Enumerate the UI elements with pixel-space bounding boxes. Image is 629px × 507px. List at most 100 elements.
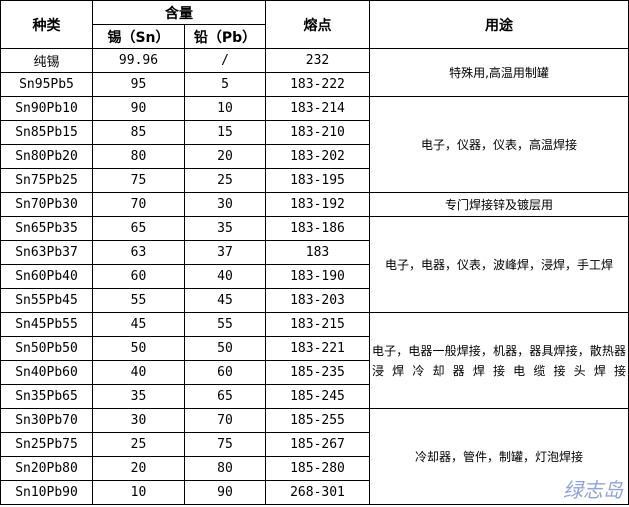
type-cell: Sn70Pb30: [0, 192, 93, 217]
table-row: Sn65Pb35 65 35 183-186 电子，电器，仪表，波峰焊，浸焊，手工焊: [0, 216, 629, 313]
type-cell: Sn30Pb70: [0, 408, 93, 433]
lead-cell: 40: [184, 264, 266, 289]
tin-cell: 20: [92, 456, 185, 481]
table-row: Sn63Pb37 63 37 183: [0, 240, 629, 265]
melting-point-cell: 183-195: [265, 168, 370, 193]
melting-point-cell: 185-235: [265, 360, 370, 385]
header-type: 种类: [0, 0, 93, 49]
melting-point-cell: 232: [265, 48, 370, 73]
tin-cell: 70: [92, 192, 185, 217]
lead-cell: 75: [184, 432, 266, 457]
lead-cell: 45: [184, 288, 266, 313]
melting-point-cell: 183-192: [265, 192, 370, 217]
melting-point-cell: 183-203: [265, 288, 370, 313]
melting-point-cell: 183-190: [265, 264, 370, 289]
melting-point-cell: 185-255: [265, 408, 370, 433]
type-cell: Sn45Pb55: [0, 312, 93, 337]
tin-cell: 40: [92, 360, 185, 385]
header-content: 含量: [92, 0, 266, 25]
melting-point-cell: 183-215: [265, 312, 370, 337]
melting-point-cell: 183-186: [265, 216, 370, 241]
tin-cell: 50: [92, 336, 185, 361]
tin-cell: 80: [92, 144, 185, 169]
type-cell: Sn90Pb10: [0, 96, 93, 121]
type-cell: Sn20Pb80: [0, 456, 93, 481]
melting-point-cell: 183-210: [265, 120, 370, 145]
melting-point-cell: 185-245: [265, 384, 370, 409]
tin-cell: 90: [92, 96, 185, 121]
melting-point-cell: 183-214: [265, 96, 370, 121]
usage-cell: 电子，电器一般焊接，机器，器具焊接，散热器浸焊冷却器焊接电缆接头焊接: [369, 312, 629, 409]
table-row: Sn80Pb20 80 20 183-202: [0, 144, 629, 169]
tin-cell: 10: [92, 480, 185, 505]
table-row: Sn45Pb55 45 55 183-215 电子，电器一般焊接，机器，器具焊接，散热器…: [0, 312, 629, 409]
header-tin: 锡（Sn）: [92, 24, 185, 49]
tin-cell: 63: [92, 240, 185, 265]
tin-cell: 30: [92, 408, 185, 433]
usage-cell: 专门焊接锌及镀层用: [369, 192, 629, 217]
lead-cell: 65: [184, 384, 266, 409]
melting-point-cell: 185-280: [265, 456, 370, 481]
table-row: Sn35Pb65 35 65 185-245: [0, 384, 629, 409]
header-melting-point: 熔点: [265, 0, 370, 49]
table-body: 纯锡 99.96/232 特殊用,高温用制罐 Sn95Pb5 95 5 183-222 Sn9…: [0, 48, 629, 505]
table-row: Sn50Pb50 50 50 183-221: [0, 336, 629, 361]
lead-cell: 20: [184, 144, 266, 169]
usage-cell: 特殊用,高温用制罐: [369, 48, 629, 97]
table-row: Sn25Pb75 25 75 185-267: [0, 432, 629, 457]
tin-cell: 45: [92, 312, 185, 337]
lead-cell: 70: [184, 408, 266, 433]
type-cell: 纯锡: [0, 48, 93, 73]
tin-cell: 60: [92, 264, 185, 289]
lead-cell: 50: [184, 336, 266, 361]
tin-cell: 99.96: [92, 48, 185, 73]
type-cell: Sn75Pb25: [0, 168, 93, 193]
usage-cell: 冷却器，管件，制罐，灯泡焊接: [369, 408, 629, 505]
type-cell: Sn40Pb60: [0, 360, 93, 385]
melting-point-cell: 268-301: [265, 480, 370, 505]
lead-cell: /: [184, 48, 266, 73]
type-cell: Sn95Pb5: [0, 72, 93, 97]
melting-point-cell: 183-202: [265, 144, 370, 169]
melting-point-cell: 183: [265, 240, 370, 265]
lead-cell: 30: [184, 192, 266, 217]
lead-cell: 60: [184, 360, 266, 385]
type-cell: Sn25Pb75: [0, 432, 93, 457]
type-cell: Sn10Pb90: [0, 480, 93, 505]
lead-cell: 10: [184, 96, 266, 121]
melting-point-cell: 183-222: [265, 72, 370, 97]
table-row: Sn70Pb30 70 30 183-192 专门焊接锌及镀层用: [0, 192, 629, 217]
lead-cell: 37: [184, 240, 266, 265]
type-cell: Sn60Pb40: [0, 264, 93, 289]
table-row: Sn90Pb10 90 10 183-214 电子，仪器，仪表，高温焊接: [0, 96, 629, 193]
type-cell: Sn80Pb20: [0, 144, 93, 169]
watermark: 绿志岛: [563, 478, 623, 502]
lead-cell: 5: [184, 72, 266, 97]
lead-cell: 80: [184, 456, 266, 481]
type-cell: Sn85Pb15: [0, 120, 93, 145]
tin-cell: 65: [92, 216, 185, 241]
type-cell: Sn35Pb65: [0, 384, 93, 409]
tin-cell: 25: [92, 432, 185, 457]
tin-cell: 35: [92, 384, 185, 409]
tin-cell: 95: [92, 72, 185, 97]
table-row: Sn30Pb70 30 70 185-255 冷却器，管件，制罐，灯泡焊接: [0, 408, 629, 505]
table-row: Sn10Pb90 10 90 268-301: [0, 480, 629, 505]
type-cell: Sn65Pb35: [0, 216, 93, 241]
table-row: Sn85Pb15 85 15 183-210: [0, 120, 629, 145]
lead-cell: 90: [184, 480, 266, 505]
header-lead: 铅（Pb）: [184, 24, 266, 49]
tin-cell: 75: [92, 168, 185, 193]
melting-point-cell: 185-267: [265, 432, 370, 457]
lead-cell: 25: [184, 168, 266, 193]
lead-cell: 55: [184, 312, 266, 337]
type-cell: Sn50Pb50: [0, 336, 93, 361]
type-cell: Sn55Pb45: [0, 288, 93, 313]
lead-cell: 35: [184, 216, 266, 241]
table-row: 纯锡 99.96/232 特殊用,高温用制罐: [0, 48, 629, 97]
usage-cell: 电子，电器，仪表，波峰焊，浸焊，手工焊: [369, 216, 629, 313]
melting-point-cell: 183-221: [265, 336, 370, 361]
header-usage: 用途: [369, 0, 629, 49]
lead-cell: 15: [184, 120, 266, 145]
